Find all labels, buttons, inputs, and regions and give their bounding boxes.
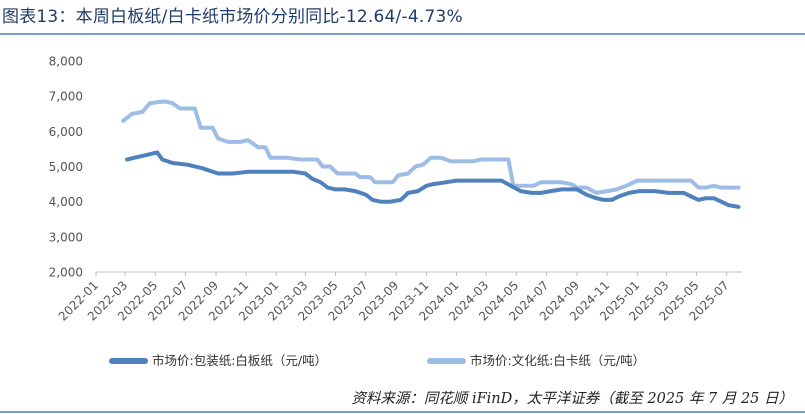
y-tick-label: 6,000 — [49, 125, 83, 139]
y-tick-label: 7,000 — [49, 90, 83, 104]
y-tick-labels: 8,000 7,000 6,000 5,000 4,000 3,000 2,000 — [49, 55, 83, 280]
top-rule — [0, 33, 805, 35]
bottom-rule — [0, 411, 805, 413]
legend-label-series-2: 市场价:文化纸:白卡纸（元/吨） — [470, 353, 645, 368]
figure-title: 图表13：本周白板纸/白卡纸市场价分别同比-12.64/-4.73% — [2, 7, 463, 27]
y-tick-label: 8,000 — [49, 55, 83, 69]
y-tick-label: 2,000 — [49, 266, 83, 280]
legend-label-series-1: 市场价:包装纸:白板纸（元/吨） — [152, 353, 327, 368]
y-tick-label: 3,000 — [49, 230, 83, 244]
chart-legend: 市场价:包装纸:白板纸（元/吨） 市场价:文化纸:白卡纸（元/吨） — [109, 353, 645, 368]
source-note: 资料来源：同花顺 iFinD，太平洋证券（截至 2025 年 7 月 25 日） — [351, 391, 793, 407]
y-tick-label: 5,000 — [49, 160, 83, 174]
chart-axes — [95, 271, 742, 276]
series-lines — [121, 99, 741, 209]
y-tick-label: 4,000 — [49, 195, 83, 209]
series-line-2 — [121, 99, 741, 195]
x-tick-labels: 2022-012022-032022-052022-072022-092022-… — [56, 278, 732, 323]
series-line-1 — [125, 150, 741, 209]
